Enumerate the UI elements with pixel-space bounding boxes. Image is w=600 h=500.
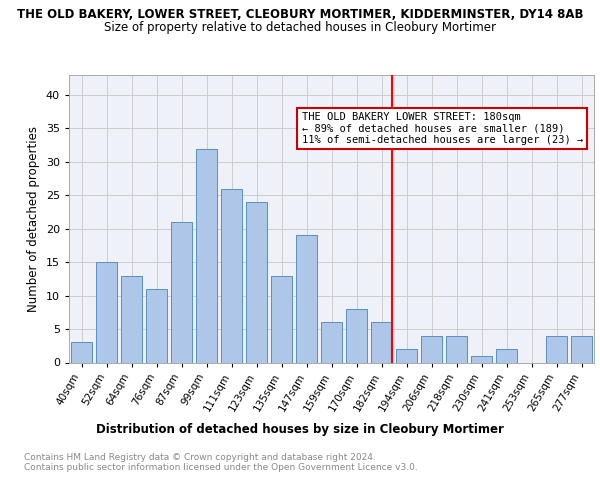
Bar [321, 322, 342, 362]
Text: Contains HM Land Registry data © Crown copyright and database right 2024.
Contai: Contains HM Land Registry data © Crown c… [24, 452, 418, 472]
Bar [296, 236, 317, 362]
Bar [271, 276, 292, 362]
Bar [71, 342, 92, 362]
Bar [371, 322, 392, 362]
Bar [171, 222, 192, 362]
Bar [96, 262, 117, 362]
Bar [221, 188, 242, 362]
Bar [396, 349, 417, 362]
Text: Distribution of detached houses by size in Cleobury Mortimer: Distribution of detached houses by size … [96, 422, 504, 436]
Bar [496, 349, 517, 362]
Bar [146, 289, 167, 362]
Text: THE OLD BAKERY LOWER STREET: 180sqm
← 89% of detached houses are smaller (189)
1: THE OLD BAKERY LOWER STREET: 180sqm ← 89… [302, 112, 583, 145]
Bar [421, 336, 442, 362]
Bar [121, 276, 142, 362]
Bar [571, 336, 592, 362]
Bar [246, 202, 267, 362]
Y-axis label: Number of detached properties: Number of detached properties [27, 126, 40, 312]
Bar [446, 336, 467, 362]
Bar [196, 148, 217, 362]
Text: Size of property relative to detached houses in Cleobury Mortimer: Size of property relative to detached ho… [104, 21, 496, 34]
Bar [471, 356, 492, 362]
Bar [346, 309, 367, 362]
Bar [546, 336, 567, 362]
Text: THE OLD BAKERY, LOWER STREET, CLEOBURY MORTIMER, KIDDERMINSTER, DY14 8AB: THE OLD BAKERY, LOWER STREET, CLEOBURY M… [17, 8, 583, 20]
